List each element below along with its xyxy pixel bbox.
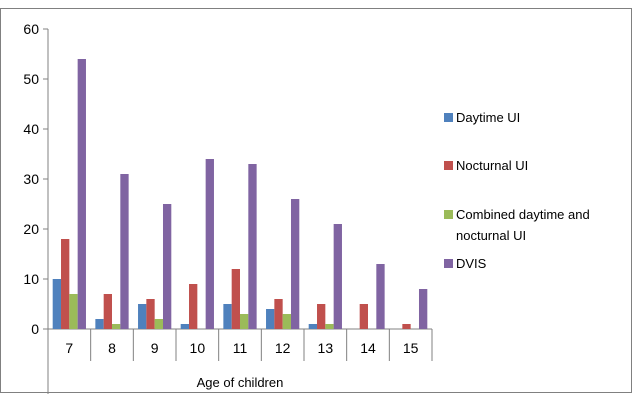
- bar: [52, 279, 62, 329]
- bar: [274, 299, 283, 329]
- x-tick-label: 12: [275, 340, 291, 356]
- y-tick-label: 30: [23, 171, 39, 187]
- legend: Daytime UI Nocturnal UI Combined daytime a…: [444, 110, 590, 271]
- bar: [376, 264, 385, 329]
- x-tick-label: 10: [190, 340, 206, 356]
- x-tick-label: 15: [403, 340, 419, 356]
- bar: [103, 294, 112, 329]
- legend-swatch: [444, 259, 453, 268]
- x-axis-title: Age of children: [197, 375, 284, 390]
- x-tick-label: 11: [233, 340, 248, 356]
- legend-label: DVIS: [456, 256, 487, 271]
- x-tick-label: 7: [65, 340, 73, 356]
- bar: [402, 324, 411, 329]
- bar: [231, 269, 240, 329]
- y-tick-label: 0: [31, 321, 39, 337]
- bar: [112, 324, 121, 329]
- y-tick-label: 40: [23, 121, 39, 137]
- bar: [138, 304, 147, 329]
- bar: [61, 239, 70, 329]
- bar: [223, 304, 232, 329]
- bar: [69, 294, 78, 329]
- bar: [77, 59, 86, 329]
- bars: [52, 59, 428, 329]
- bar: [359, 304, 368, 329]
- chart-border: [0, 8, 632, 393]
- bar: [189, 284, 198, 329]
- legend-label: nocturnal UI: [456, 228, 526, 243]
- x-tick-label: 8: [108, 340, 116, 356]
- bar: [120, 174, 129, 329]
- bar: [154, 319, 163, 329]
- legend-swatch: [444, 113, 453, 122]
- bar: [308, 324, 318, 329]
- x-axis: 7 8 9 10 11 12 13 14 15: [47, 328, 433, 394]
- y-tick-label: 50: [23, 71, 39, 87]
- bar: [266, 309, 275, 329]
- legend-label: Daytime UI: [456, 110, 520, 125]
- bar: [146, 299, 155, 329]
- bar: [418, 289, 428, 329]
- y-axis: 0 10 20 30 40 50 60: [23, 21, 49, 337]
- bar: [248, 164, 257, 329]
- x-tick-label: 9: [151, 340, 159, 356]
- bar: [325, 324, 334, 329]
- bar: [162, 204, 172, 329]
- bar: [282, 314, 291, 329]
- bar: [180, 324, 190, 329]
- y-tick-label: 10: [23, 271, 39, 287]
- bar: [95, 319, 104, 329]
- x-tick-label: 13: [318, 340, 334, 356]
- bar: [205, 159, 214, 329]
- legend-label: Nocturnal UI: [456, 158, 528, 173]
- legend-swatch: [444, 161, 453, 170]
- bar: [240, 314, 249, 329]
- bar: [333, 224, 342, 329]
- bar: [290, 199, 300, 329]
- legend-label: Combined daytime and: [456, 207, 590, 222]
- x-tick-label: 14: [360, 340, 376, 356]
- y-tick-label: 60: [23, 21, 39, 37]
- legend-swatch: [444, 210, 453, 219]
- y-tick-label: 20: [23, 221, 39, 237]
- bar: [317, 304, 326, 329]
